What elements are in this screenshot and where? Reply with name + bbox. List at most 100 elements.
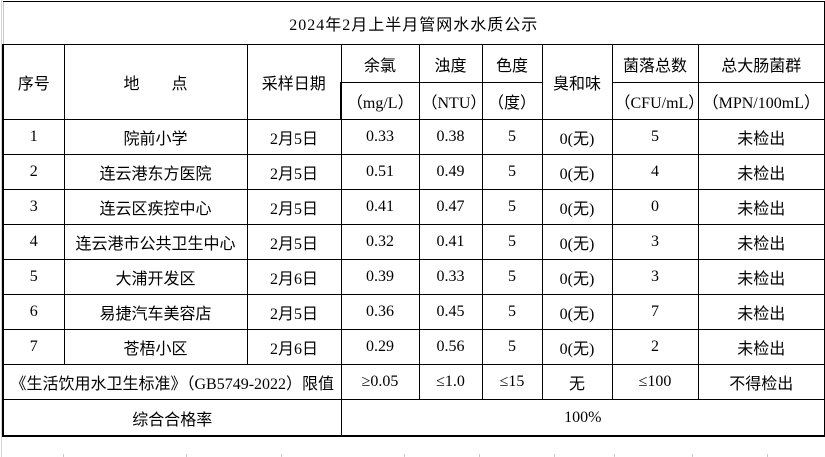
cell-location: 易捷汽车美容店 [63, 294, 248, 330]
col-header-coliform: 总大肠菌群 [697, 44, 825, 83]
col-unit-chlorine: （mg/L） [340, 82, 420, 120]
cell-odor: 0(无) [541, 189, 613, 225]
cell-date: 2月6日 [246, 259, 342, 295]
excel-gridline-stub [767, 454, 768, 457]
table-row: 3 连云区疾控中心 2月5日 0.41 0.47 5 0(无) 0 未检出 [2, 189, 825, 225]
cell-location: 连云港市公共卫生中心 [63, 224, 248, 260]
cell-color: 5 [481, 294, 543, 330]
cell-coliform: 未检出 [697, 119, 825, 155]
cell-bacteria: 7 [611, 294, 699, 330]
cell-coliform: 未检出 [697, 224, 825, 260]
col-header-turbidity: 浊度 [418, 44, 483, 83]
cell-bacteria: 3 [611, 259, 699, 295]
cell-odor: 0(无) [541, 329, 613, 365]
cell-date: 2月5日 [246, 294, 342, 330]
cell-turbidity: 0.56 [418, 329, 483, 365]
excel-gridline-stub [479, 454, 480, 457]
cell-color: 5 [481, 329, 543, 365]
cell-coliform: 未检出 [697, 259, 825, 295]
cell-turbidity: 0.33 [418, 259, 483, 295]
cell-bacteria: 3 [611, 224, 699, 260]
cell-odor: 0(无) [541, 259, 613, 295]
limit-coliform: 不得检出 [697, 364, 825, 400]
cell-no: 7 [2, 329, 65, 365]
cell-date: 2月5日 [246, 119, 342, 155]
cell-turbidity: 0.38 [418, 119, 483, 155]
cell-odor: 0(无) [541, 294, 613, 330]
limit-chlorine: ≥0.05 [340, 364, 420, 400]
cell-no: 6 [2, 294, 65, 330]
limit-odor: 无 [541, 364, 613, 400]
cell-date: 2月6日 [246, 329, 342, 365]
limit-turbidity: ≤1.0 [418, 364, 483, 400]
cell-chlorine: 0.39 [340, 259, 420, 295]
cell-no: 3 [2, 189, 65, 225]
col-unit-coliform: （MPN/100mL） [697, 82, 825, 120]
excel-gridline-stub [186, 454, 187, 457]
excel-gridline-stub [404, 454, 405, 457]
limit-bacteria: ≤100 [611, 364, 699, 400]
excel-gridline-stub [554, 454, 555, 457]
col-header-chlorine: 余氯 [340, 44, 420, 83]
cell-bacteria: 5 [611, 119, 699, 155]
col-header-location: 地 点 [63, 44, 248, 120]
table-row: 5 大浦开发区 2月6日 0.39 0.33 5 0(无) 3 未检出 [2, 259, 825, 295]
header-row-1: 序号 地 点 采样日期 余氯 浊度 色度 臭和味 菌落总数 总大肠菌群 [2, 44, 825, 120]
cell-coliform: 未检出 [697, 329, 825, 365]
data-rows: 1 院前小学 2月5日 0.33 0.38 5 0(无) 5 未检出 2 连云港东方医院 2月5日 0.… [2, 119, 825, 365]
cell-chlorine: 0.29 [340, 329, 420, 365]
cell-turbidity: 0.45 [418, 294, 483, 330]
cell-date: 2月5日 [246, 154, 342, 190]
cell-chlorine: 0.32 [340, 224, 420, 260]
excel-gridline-stub [614, 454, 615, 457]
table-row: 1 院前小学 2月5日 0.33 0.38 5 0(无) 5 未检出 [2, 119, 825, 155]
cell-chlorine: 0.51 [340, 154, 420, 190]
cell-location: 大浦开发区 [63, 259, 248, 295]
cell-color: 5 [481, 259, 543, 295]
col-header-date: 采样日期 [246, 44, 342, 120]
table-row: 2 连云港东方医院 2月5日 0.51 0.49 5 0(无) 4 未检出 [2, 154, 825, 190]
limit-row: 《生活饮用水卫生标准》（GB5749-2022）限值 ≥0.05 ≤1.0 ≤1… [2, 364, 825, 400]
cell-location: 连云港东方医院 [63, 154, 248, 190]
table-row: 4 连云港市公共卫生中心 2月5日 0.32 0.41 5 0(无) 3 未检出 [2, 224, 825, 260]
pass-rate-value: 100% [340, 399, 825, 437]
cell-odor: 0(无) [541, 154, 613, 190]
pass-rate-label: 综合合格率 [2, 399, 342, 437]
water-quality-table: 2024年2月上半月管网水水质公示 序号 地 点 采样日期 余氯 浊度 色度 臭… [2, 1, 825, 437]
limit-color: ≤15 [481, 364, 543, 400]
cell-color: 5 [481, 224, 543, 260]
col-unit-color: （度） [481, 82, 543, 120]
title-row: 2024年2月上半月管网水水质公示 [2, 1, 825, 45]
cell-odor: 0(无) [541, 119, 613, 155]
cell-coliform: 未检出 [697, 294, 825, 330]
col-header-color: 色度 [481, 44, 543, 83]
cell-location: 连云区疾控中心 [63, 189, 248, 225]
col-header-odor: 臭和味 [541, 44, 613, 120]
col-unit-turbidity: （NTU） [418, 82, 483, 120]
cell-coliform: 未检出 [697, 189, 825, 225]
cell-no: 5 [2, 259, 65, 295]
cell-location: 院前小学 [63, 119, 248, 155]
table-title: 2024年2月上半月管网水水质公示 [2, 1, 825, 45]
excel-gridline-left [1, 0, 2, 457]
cell-no: 4 [2, 224, 65, 260]
excel-gridline-stub [281, 454, 282, 457]
header-row-2: （mg/L） （NTU） （度） （CFU/mL） （MPN/100mL） [3, 82, 825, 120]
cell-chlorine: 0.41 [340, 189, 420, 225]
limit-label: 《生活饮用水卫生标准》（GB5749-2022）限值 [2, 364, 342, 400]
cell-color: 5 [481, 189, 543, 225]
cell-location: 苍梧小区 [63, 329, 248, 365]
cell-no: 1 [2, 119, 65, 155]
cell-bacteria: 4 [611, 154, 699, 190]
cell-date: 2月5日 [246, 224, 342, 260]
cell-turbidity: 0.47 [418, 189, 483, 225]
cell-no: 2 [2, 154, 65, 190]
pass-rate-row: 综合合格率 100% [2, 399, 825, 437]
cell-coliform: 未检出 [697, 154, 825, 190]
cell-color: 5 [481, 154, 543, 190]
cell-chlorine: 0.33 [340, 119, 420, 155]
cell-color: 5 [481, 119, 543, 155]
cell-turbidity: 0.41 [418, 224, 483, 260]
excel-gridline-stub [63, 454, 64, 457]
